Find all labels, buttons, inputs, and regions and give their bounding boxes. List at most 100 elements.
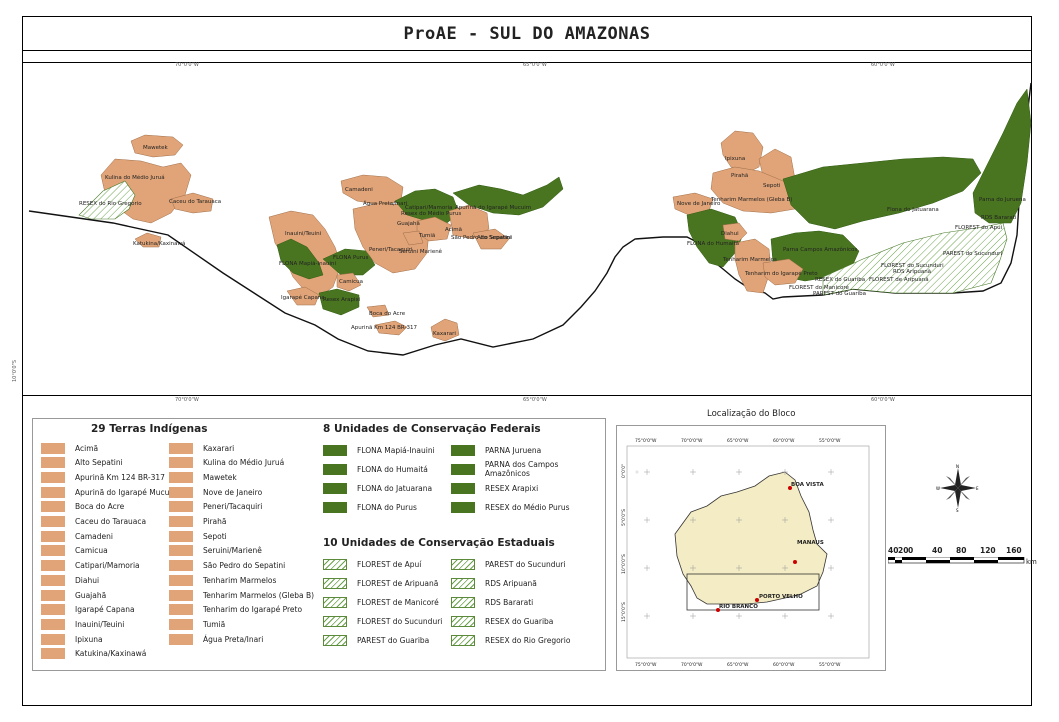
legend-indigenous-swatch [169,589,193,601]
label-camicua: Camicua [339,279,363,285]
city-rio-branco: RIO BRANCO [719,604,758,610]
legend-state-label: FLOREST de Manicoré [357,597,439,607]
legend-indigenous-label: Igarapé Capana [75,605,135,615]
legend-indigenous-swatch [41,442,65,454]
top-coord-1: 70°0'0"W [175,62,199,68]
legend-state-label: RDS Aripuanã [485,578,537,588]
legend-indigenous-label: Nove de Janeiro [203,487,263,497]
inset-bottom-coord-3: 65°0'0"W [727,662,749,668]
resex-arapixi [318,288,360,316]
legend-indigenous-swatch [169,560,193,572]
legend-federal-item: PARNA dos Campos Amazônicos [451,460,605,478]
label-apurina-mucuim: Apurinã do Igarapé Mucuim [455,204,531,211]
legend-indigenous-swatch [169,633,193,645]
legend-panel: 29 Terras Indígenas Acimã Alto Sepatini Ap… [32,418,606,671]
legend-indigenous-item: Peneri/Tacaquiri [169,500,262,514]
main-map[interactable]: 70°0'0"W 65°0'0"W 60°0'0"W 70°0'0"W 65°0… [12,62,1032,403]
legend-indigenous-label: Mawetek [203,472,237,482]
legend-federal-item: PARNA Juruena [451,443,541,457]
inset-top-coord-4: 60°0'0"W [773,438,795,444]
legend-federal-label: FLONA do Humaitá [357,464,428,474]
inset-title: Localização do Bloco [707,409,796,419]
ti-tenharim-igarape [762,258,804,286]
legend-indigenous-item: Katukina/Kaxinawá [41,647,146,661]
label-flona-mapia: FLONA Mapiá-Inauini [279,260,336,267]
legend-federal-label: FLONA do Jatuarana [357,483,433,493]
label-kulina: Kulina do Médio Juruá [105,174,165,181]
label-resex-rio-gregorio: RESEX do Rio Gregorio [79,201,142,207]
legend-indigenous-label: Kaxarari [203,443,235,453]
legend-indigenous-swatch [169,516,193,527]
legend-indigenous-item: Ipixuna [41,632,103,646]
ti-tenharim-marmelos [734,238,772,294]
legend-indigenous-swatch [41,589,65,601]
inset-map[interactable]: BOA VISTA MANAUS PORTO VELHO RIO BRANCO … [616,425,886,671]
bottom-coord-3: 60°0'0"W [871,397,895,403]
inset-bottom-coord-5: 55°0'0"W [819,662,841,668]
label-florest-sucunduri: FLOREST do Sucunduri [881,263,944,269]
label-agua-preta: Água Preta/Inari [363,200,408,207]
label-tenharim-gleba: Tenharim Marmelos (Gleba B) [710,197,792,203]
legend-federal-label: FLONA Mapiá-Inauini [357,445,435,455]
bottom-coord-2: 65°0'0"W [523,397,547,403]
legend-indigenous-item: Camadeni [41,529,113,543]
label-inauini: Inauini/Teuini [285,231,322,237]
legend-indigenous-label: Camadeni [75,531,113,541]
legend-state-item: FLOREST do Sucunduri [323,614,442,628]
legend-indigenous-item: Sepoti [169,529,227,543]
label-piraha: Pirahã [731,173,748,179]
legend-indigenous-item: Inauini/Teuini [41,617,124,631]
legend-indigenous-label: Água Preta/Inari [203,634,264,644]
inset-top-coord-5: 55°0'0"W [819,438,841,444]
legend-indigenous-swatch [41,530,65,542]
legend-indigenous-swatch [41,545,65,557]
scale-tick-label: 40 [888,546,899,555]
ti-piraha [720,130,764,174]
legend-indigenous-label: Alto Sepatini [75,458,123,468]
flona-humaita [686,208,744,268]
scale-tick-label: 80 [956,546,967,555]
legend-state-label: PAREST do Guariba [357,635,430,645]
florest-hatch-zone [822,222,1008,296]
label-flona-humaita: FLONA do Humaitá [687,240,739,247]
label-resex-arapixi: Resex Arapixi [323,297,361,303]
title-bar: ProAE - SUL DO AMAZONAS [22,16,1032,51]
ti-guajaha [402,230,424,246]
ti-katukina [134,232,162,248]
label-caceu: Caceu do Tarauaca [169,199,221,205]
scale-unit: km [1026,558,1037,566]
top-coord-3: 60°0'0"W [871,62,895,68]
legend-federal-label: FLONA do Purus [357,502,417,512]
ti-camicua [336,272,362,292]
ti-igarape-capana [286,286,320,306]
legend-indigenous-swatch [169,618,193,630]
legend-indigenous-label: Boca do Acre [75,502,125,512]
legend-indigenous-item: Caceu do Tarauaca [41,515,146,529]
label-mawetek: Mawetek [143,145,169,151]
parna-juruena [972,88,1032,224]
scale-bar: 40 20 0 40 80 120 160 km [888,546,1038,570]
legend-indigenous-label: Acimã [75,443,99,453]
legend-indigenous-label: Camicua [75,546,108,556]
legend-indigenous-swatch [169,574,193,586]
bottom-coord-1: 70°0'0"W [175,397,199,403]
legend-federal-swatch [323,501,347,513]
legend-state-label: RESEX do Guariba [485,616,554,626]
side-coord: 10°0'0"S [12,359,19,383]
legend-state-swatch [323,596,347,608]
legend-indigenous-label: Guajahã [75,590,107,600]
legend-state-swatch [451,596,475,608]
ti-diahui [722,222,748,242]
legend-state-item: RESEX do Guariba [451,614,553,628]
legend-state-label: RESEX do Rio Gregorio [485,635,571,645]
label-parna-campos: Parna Campos Amazônicos [783,246,857,253]
legend-indigenous-label: Tumiã [203,619,226,629]
resex-rio-gregorio [78,180,136,220]
legend-indigenous-label: Peneri/Tacaquiri [203,502,263,512]
legend-indigenous-swatch [169,471,193,483]
legend-state-swatch [323,634,347,646]
label-boca-acre: Boca do Acre [369,311,406,317]
legend-state-title: 10 Unidades de Conservação Estaduais [323,537,555,549]
legend-indigenous-swatch [169,501,193,513]
ti-mawetek [130,134,184,158]
